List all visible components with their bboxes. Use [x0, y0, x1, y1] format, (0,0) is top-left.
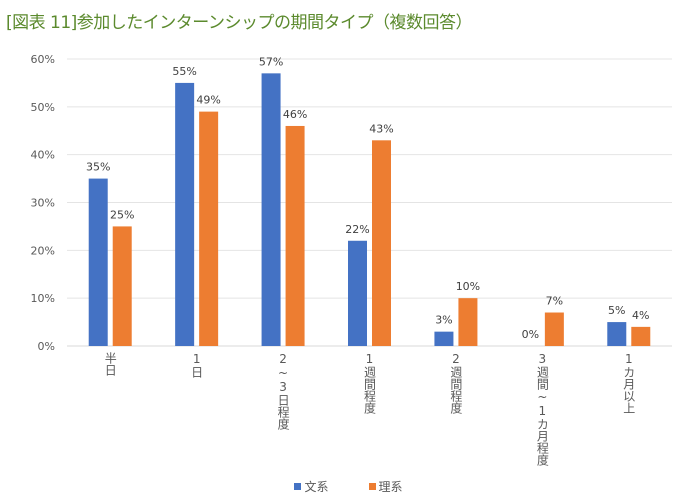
data-label: 4%: [632, 309, 649, 322]
bar-rikei: [544, 312, 564, 346]
y-tick-label: 0%: [38, 340, 55, 353]
data-label: 57%: [259, 55, 283, 68]
y-tick-label: 20%: [31, 244, 55, 257]
x-tick-label: 1週間程度: [362, 352, 377, 414]
legend-label: 文系: [304, 480, 329, 494]
bar-bunkei: [261, 73, 281, 346]
y-tick-label: 60%: [31, 53, 55, 66]
bar-rikei: [285, 125, 305, 346]
data-label: 46%: [283, 108, 307, 121]
legend-swatch: [368, 483, 376, 490]
y-tick-label: 40%: [31, 149, 55, 162]
legend-item: 文系: [294, 478, 329, 495]
y-tick-label: 50%: [31, 101, 55, 114]
data-label: 7%: [546, 295, 563, 308]
x-tick-label: 2~3日程度: [276, 352, 291, 430]
data-label: 5%: [608, 304, 625, 317]
data-label: 10%: [456, 280, 480, 293]
bar-bunkei: [607, 322, 627, 346]
x-tick-label: 2週間程度: [448, 352, 463, 414]
x-tick-label: 半日: [103, 352, 118, 376]
bar-bunkei: [434, 331, 454, 346]
data-label: 0%: [522, 328, 539, 341]
bar-bunkei: [348, 240, 367, 346]
legend-item: 理系: [368, 478, 403, 495]
data-label: 22%: [345, 223, 369, 236]
x-tick-label: 1カ月以上: [621, 352, 636, 414]
bar-rikei: [372, 140, 391, 346]
bar-rikei: [458, 298, 478, 346]
y-tick-label: 10%: [31, 292, 55, 305]
data-label: 55%: [172, 65, 196, 78]
x-tick-label: 1日: [189, 352, 204, 378]
data-label: 3%: [435, 314, 452, 327]
bar-bunkei: [175, 82, 195, 347]
data-label: 49%: [196, 94, 220, 107]
legend: 文系 理系: [0, 478, 697, 495]
data-label: 35%: [86, 161, 110, 174]
y-tick-label: 30%: [31, 197, 55, 210]
legend-label: 理系: [378, 480, 403, 494]
data-label: 43%: [369, 122, 393, 135]
legend-swatch: [294, 483, 302, 490]
x-tick-label: 3週間~1カ月程度: [535, 352, 550, 466]
bar-rikei: [631, 326, 651, 346]
bar-rikei: [199, 111, 219, 346]
bar-bunkei: [88, 178, 108, 346]
bar-rikei: [112, 226, 132, 346]
chart-title: [図表 11]参加したインターンシップの期間タイプ（複数回答）: [6, 13, 472, 33]
data-label: 25%: [110, 208, 134, 221]
